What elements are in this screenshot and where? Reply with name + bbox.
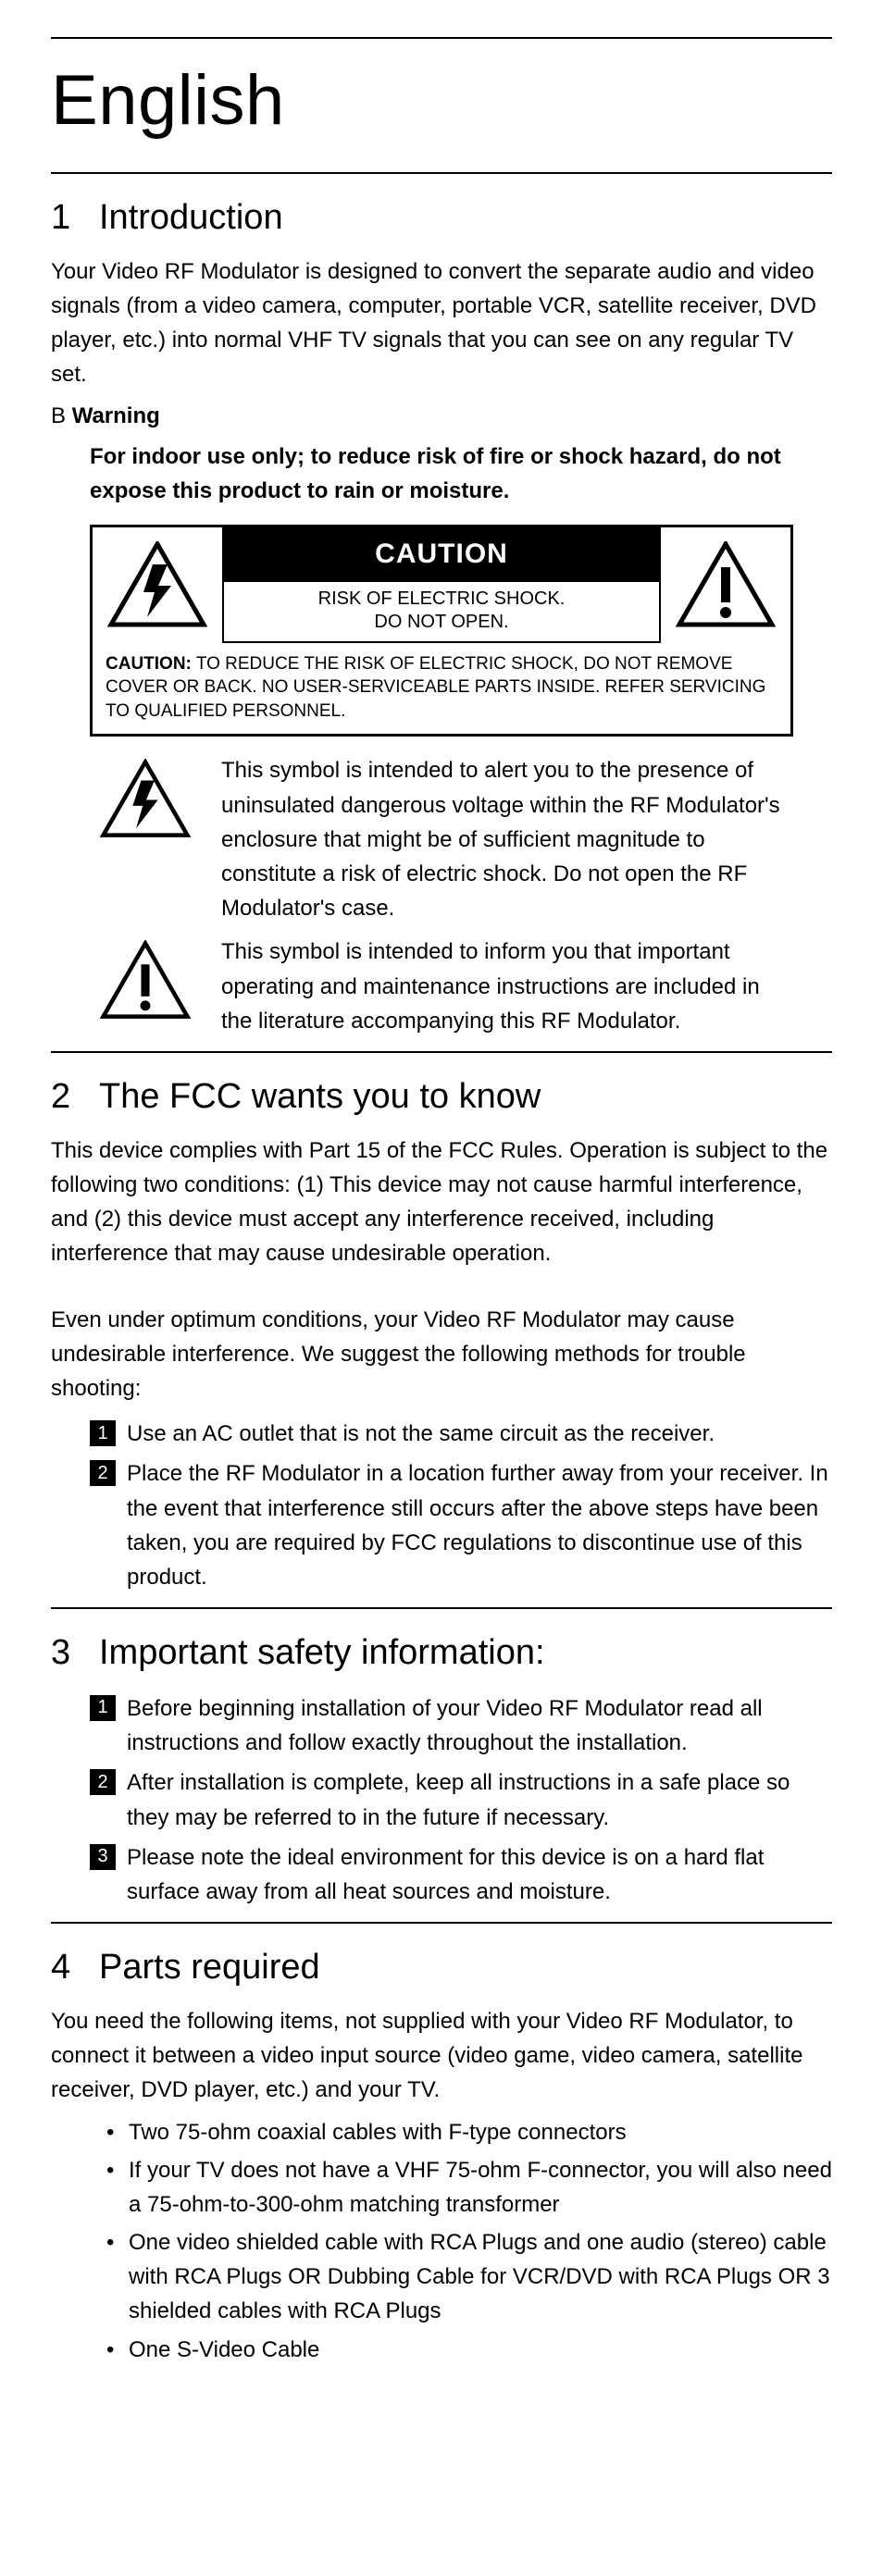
list-item: 1 Before beginning installation of your …	[90, 1691, 832, 1760]
exclamation-triangle-icon	[90, 935, 201, 1038]
warning-line: B Warning	[51, 399, 832, 433]
bullet-item: • If your TV does not have a VHF 75-ohm …	[106, 2153, 832, 2222]
divider	[51, 1922, 832, 1924]
num-badge: 2	[90, 1769, 116, 1795]
caution-risk-line1: RISK OF ELECTRIC SHOCK.	[231, 588, 652, 611]
list-item: 2 Place the RF Modulator in a location f…	[90, 1456, 832, 1594]
num-badge: 2	[90, 1460, 116, 1486]
bullet-item: • One S-Video Cable	[106, 2333, 832, 2367]
caution-banner: CAUTION	[222, 527, 661, 582]
list-item-text: Please note the ideal environment for th…	[127, 1840, 832, 1909]
exclamation-triangle-icon	[661, 527, 790, 643]
bullet-text: If your TV does not have a VHF 75-ohm F-…	[129, 2153, 832, 2222]
divider	[51, 1051, 832, 1053]
section-2-heading: 2 The FCC wants you to know	[51, 1070, 832, 1124]
caution-bottom: CAUTION: TO REDUCE THE RISK OF ELECTRIC …	[93, 643, 790, 735]
caution-bottom-text: TO REDUCE THE RISK OF ELECTRIC SHOCK, DO…	[106, 654, 765, 721]
lightning-triangle-icon	[90, 753, 201, 925]
section-3-heading: 3 Important safety information:	[51, 1626, 832, 1680]
caution-risk: RISK OF ELECTRIC SHOCK. DO NOT OPEN.	[222, 582, 661, 643]
bullet-text: One S-Video Cable	[129, 2333, 832, 2367]
bullet-dot: •	[106, 2225, 119, 2329]
warning-body: For indoor use only; to reduce risk of f…	[51, 440, 832, 508]
num-badge: 3	[90, 1844, 116, 1870]
symbol-bolt-text: This symbol is intended to alert you to …	[221, 753, 793, 925]
section-3-list: 1 Before beginning installation of your …	[51, 1691, 832, 1909]
section-2-num: 2	[51, 1070, 73, 1124]
bullet-dot: •	[106, 2115, 119, 2149]
list-item-text: Use an AC outlet that is not the same ci…	[127, 1417, 832, 1451]
page-title: English	[51, 46, 832, 155]
caution-bottom-label: CAUTION:	[106, 654, 192, 674]
lightning-triangle-icon	[93, 527, 222, 643]
section-2-p2: Even under optimum conditions, your Vide…	[51, 1303, 832, 1406]
list-item-text: After installation is complete, keep all…	[127, 1765, 832, 1834]
list-item-text: Before beginning installation of your Vi…	[127, 1691, 832, 1760]
section-1-title: Introduction	[99, 191, 283, 245]
section-1-num: 1	[51, 191, 73, 245]
section-4-title: Parts required	[99, 1940, 320, 1995]
section-4-heading: 4 Parts required	[51, 1940, 832, 1995]
section-2-p1: This device complies with Part 15 of the…	[51, 1133, 832, 1271]
top-rule	[51, 37, 832, 39]
bullet-dot: •	[106, 2153, 119, 2222]
caution-risk-line2: DO NOT OPEN.	[231, 611, 652, 634]
list-item: 2 After installation is complete, keep a…	[90, 1765, 832, 1834]
num-badge: 1	[90, 1695, 116, 1721]
caution-top-row: CAUTION RISK OF ELECTRIC SHOCK. DO NOT O…	[93, 527, 790, 643]
section-4-bullets: • Two 75-ohm coaxial cables with F-type …	[51, 2115, 832, 2367]
section-3-title: Important safety information:	[99, 1626, 545, 1680]
list-item: 3 Please note the ideal environment for …	[90, 1840, 832, 1909]
bullet-dot: •	[106, 2333, 119, 2367]
section-2-title: The FCC wants you to know	[99, 1070, 541, 1124]
num-badge: 1	[90, 1420, 116, 1446]
bullet-text: One video shielded cable with RCA Plugs …	[129, 2225, 832, 2329]
spacer	[51, 1277, 832, 1303]
warning-label: Warning	[72, 403, 160, 428]
section-4-intro: You need the following items, not suppli…	[51, 2004, 832, 2108]
section-4-num: 4	[51, 1940, 73, 1995]
section-1-body: Your Video RF Modulator is designed to c…	[51, 254, 832, 392]
bullet-item: • One video shielded cable with RCA Plug…	[106, 2225, 832, 2329]
bullet-item: • Two 75-ohm coaxial cables with F-type …	[106, 2115, 832, 2149]
symbol-excl-row: This symbol is intended to inform you th…	[51, 935, 832, 1038]
symbol-excl-text: This symbol is intended to inform you th…	[221, 935, 793, 1038]
caution-center: CAUTION RISK OF ELECTRIC SHOCK. DO NOT O…	[222, 527, 661, 643]
list-item: 1 Use an AC outlet that is not the same …	[90, 1417, 832, 1451]
symbol-bolt-row: This symbol is intended to alert you to …	[51, 753, 832, 925]
bullet-text: Two 75-ohm coaxial cables with F-type co…	[129, 2115, 832, 2149]
divider	[51, 172, 832, 174]
caution-box: CAUTION RISK OF ELECTRIC SHOCK. DO NOT O…	[90, 525, 793, 737]
warning-prefix: B	[51, 403, 72, 428]
section-1-heading: 1 Introduction	[51, 191, 832, 245]
section-3-num: 3	[51, 1626, 73, 1680]
section-2-list: 1 Use an AC outlet that is not the same …	[51, 1417, 832, 1594]
list-item-text: Place the RF Modulator in a location fur…	[127, 1456, 832, 1594]
divider	[51, 1607, 832, 1609]
